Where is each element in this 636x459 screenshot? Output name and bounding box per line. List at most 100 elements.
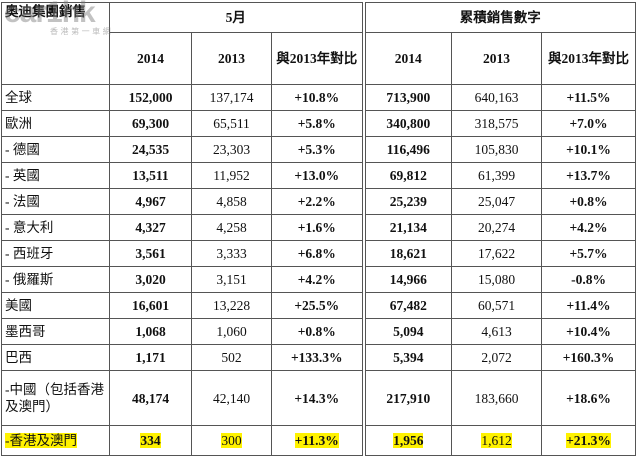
table-row: - 德國 24,535 23,303 +5.3% 116,496 105,830 +10.1… (1, 136, 636, 163)
cell: +18.6% (541, 370, 636, 426)
cell: 15,080 (451, 266, 543, 293)
cell-text: 3,151 (216, 272, 247, 287)
cell: +10.8% (270, 84, 365, 111)
cell-text: +11.4% (566, 298, 611, 313)
cell: 5,094 (361, 318, 453, 345)
cell: 13,511 (109, 162, 192, 189)
cell: 1,171 (109, 344, 192, 371)
cell: +0.8% (541, 188, 636, 215)
cell-text: 全球 (5, 90, 32, 105)
cell-text: - 意大利 (5, 220, 54, 235)
cell: 152,000 (109, 84, 192, 111)
cell-text: 11,952 (213, 168, 250, 183)
column-header: 2013 (191, 32, 272, 85)
row-label: - 西班牙 (1, 240, 110, 267)
cell-text: +5.8% (297, 116, 336, 131)
cell-text: 17,622 (477, 246, 516, 261)
cell: 1,060 (191, 318, 272, 345)
cell: 24,535 (109, 136, 192, 163)
cell: 48,174 (109, 370, 192, 426)
cell-text: +1.6% (297, 220, 336, 235)
cell-text: +7.0% (569, 116, 608, 131)
cell: 69,812 (361, 162, 453, 189)
cell: 4,327 (109, 214, 192, 241)
cell: 137,174 (191, 84, 272, 111)
cell-text: +6.8% (297, 246, 336, 261)
cell: +25.5% (270, 292, 365, 319)
table-row: 美國 16,601 13,228 +25.5% 67,482 60,571 +11.4% (1, 292, 636, 319)
row-label: 全球 (1, 84, 110, 111)
cell-text: 13,511 (132, 168, 169, 183)
column-header: 2014 (109, 32, 192, 85)
cell-text: 137,174 (209, 90, 254, 105)
month-header: 5月 (108, 2, 365, 33)
cell-text: +160.3% (562, 350, 615, 365)
cell-text: 21,134 (389, 220, 427, 235)
cell-text: +4.2% (297, 272, 336, 287)
cell: 18,621 (361, 240, 453, 267)
cell: 116,496 (361, 136, 453, 163)
table-row: - 英國 13,511 11,952 +13.0% 69,812 61,399 +13.7% (1, 162, 636, 189)
cell: 3,151 (191, 266, 272, 293)
cell: +10.1% (541, 136, 636, 163)
row-label: -香港及澳門 (1, 425, 110, 456)
cell: +0.8% (270, 318, 365, 345)
cell-text: 25,047 (477, 194, 516, 209)
cell-text: 152,000 (128, 90, 173, 105)
cell-text: 69,300 (131, 116, 170, 131)
cell-text: +18.6% (566, 390, 611, 406)
cell-text: 3,333 (216, 246, 247, 261)
cell: 21,134 (361, 214, 453, 241)
cell-text: 25,239 (389, 194, 427, 209)
cell: 1,068 (109, 318, 192, 345)
cell: 17,622 (451, 240, 543, 267)
cell-text: 13,228 (212, 298, 251, 313)
cell: 1,612 (451, 425, 543, 456)
row-label: 美國 (1, 292, 110, 319)
cell-text: 5,094 (393, 324, 424, 339)
cell-text: - 法國 (5, 194, 40, 209)
cell-text: 24,535 (131, 142, 170, 157)
table-row: - 西班牙 3,561 3,333 +6.8% 18,621 17,622 +5.7% (1, 240, 636, 267)
row-label: -中國（包括香港及澳門） (1, 370, 110, 426)
cell-text: +25.5% (294, 298, 340, 313)
cell-text: 334 (140, 433, 161, 448)
cell: +10.4% (541, 318, 636, 345)
cell: +4.2% (541, 214, 636, 241)
cell-text: 3,561 (135, 246, 166, 261)
cell: 25,239 (361, 188, 453, 215)
cell: 3,333 (191, 240, 272, 267)
cell-text: +5.7% (569, 246, 608, 261)
cell: 334 (109, 425, 192, 456)
cell: +11.3% (270, 425, 365, 456)
cell: 1,956 (361, 425, 453, 456)
cell-text: +2.2% (297, 194, 336, 209)
cell: 20,274 (451, 214, 543, 241)
cell: 105,830 (451, 136, 543, 163)
cell-text: 1,068 (135, 324, 166, 339)
cell-text: +10.8% (294, 90, 340, 105)
table-title: 奧迪集團銷售 (1, 2, 110, 85)
cell-text: +0.8% (569, 194, 608, 209)
cell-text: +13.7% (566, 168, 611, 183)
cell: 340,800 (361, 110, 453, 137)
cell: +5.7% (541, 240, 636, 267)
cell-text: +10.4% (566, 324, 611, 339)
cell-text: 183,660 (474, 390, 519, 406)
cell-text: 502 (221, 350, 242, 365)
cell-text: 23,303 (212, 142, 251, 157)
cell: +14.3% (270, 370, 365, 426)
cell-text: 15,080 (477, 272, 516, 287)
row-label: 墨西哥 (1, 318, 110, 345)
cell-text: 4,967 (135, 194, 166, 209)
cell-text: 4,613 (481, 324, 512, 339)
cell: 2,072 (451, 344, 543, 371)
row-label: - 法國 (1, 188, 110, 215)
cell: 300 (191, 425, 272, 456)
cell: 318,575 (451, 110, 543, 137)
cell: +5.3% (270, 136, 365, 163)
table-row: 全球 152,000 137,174 +10.8% 713,900 640,163 +11.… (1, 84, 636, 111)
cell: +6.8% (270, 240, 365, 267)
cell: 4,858 (191, 188, 272, 215)
cell: +160.3% (541, 344, 636, 371)
